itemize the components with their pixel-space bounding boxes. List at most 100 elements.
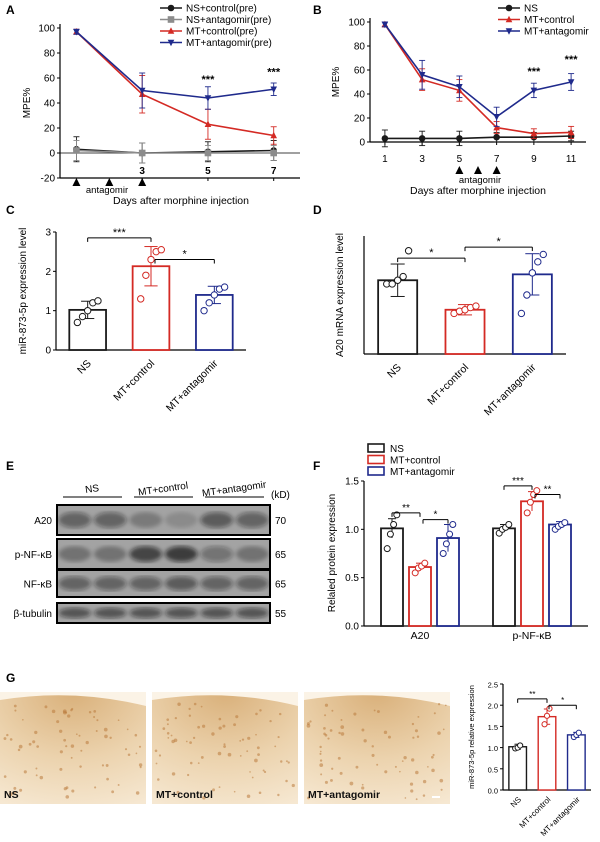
stained-cell <box>105 764 109 767</box>
legend-label: NS+antagomir(pre) <box>186 15 271 26</box>
y-tick-label: 0 <box>359 138 365 149</box>
data-point <box>446 530 454 538</box>
y-tick-label: 100 <box>38 24 55 35</box>
stained-cell <box>222 724 226 728</box>
blot-group-label: MT+antagomir <box>201 479 267 499</box>
stained-cell <box>75 733 78 736</box>
stained-cell <box>361 786 365 790</box>
data-point-1 <box>138 149 146 157</box>
stained-cell <box>371 753 375 757</box>
y-axis-title: miR-873-5p expression level <box>18 228 29 355</box>
stained-cell <box>109 736 112 739</box>
kd-unit-label: (kD) <box>271 490 290 501</box>
stained-cell <box>188 714 192 717</box>
stained-cell <box>331 709 334 712</box>
stained-cell <box>106 777 109 781</box>
stained-cell <box>134 733 138 737</box>
stained-cell <box>431 768 435 773</box>
stained-cell <box>417 715 420 718</box>
significance-mark: *** <box>267 67 281 79</box>
stained-cell <box>373 709 376 712</box>
stained-cell <box>28 742 32 746</box>
group-label: p-NF-κB <box>512 630 551 642</box>
y-tick-label: 40 <box>354 90 366 101</box>
y-tick-label: 0.0 <box>488 787 498 796</box>
stained-cell <box>13 704 17 708</box>
stained-cell <box>255 733 257 736</box>
blot-band <box>93 576 127 591</box>
stained-cell <box>188 707 191 711</box>
category-label: NS <box>509 795 523 809</box>
stained-cell <box>124 748 128 751</box>
blot-band <box>93 546 127 562</box>
y-tick-label: 0 <box>45 346 51 357</box>
group-label: A20 <box>411 630 430 642</box>
stained-cell <box>340 725 345 729</box>
stained-cell <box>403 755 407 760</box>
data-point <box>472 302 480 310</box>
stained-cell <box>223 745 226 748</box>
panel-g-histology: NS MT+control MT+antagomir <box>0 692 450 804</box>
significance-mark: ** <box>529 690 535 699</box>
stained-cell <box>235 715 239 719</box>
stained-cell <box>126 728 129 731</box>
stained-cell <box>197 725 201 729</box>
data-point-3 <box>270 86 277 94</box>
data-point-2 <box>493 114 500 121</box>
blot-group-label: MT+control <box>137 481 188 499</box>
legend-label: NS <box>390 444 404 455</box>
x-tick-label: 9 <box>531 154 537 165</box>
stained-cell <box>262 769 265 772</box>
stained-cell <box>71 789 75 793</box>
x-tick-label: 5 <box>205 166 211 177</box>
data-point-0 <box>493 133 500 141</box>
stained-cell <box>14 709 17 712</box>
stained-cell <box>387 735 391 739</box>
data-point <box>575 729 582 736</box>
stained-cell <box>376 710 380 713</box>
blot-band <box>164 546 198 562</box>
stained-cell <box>324 703 329 707</box>
data-point <box>404 247 413 255</box>
category-label: MT+antagomir <box>164 357 221 414</box>
significance-mark: * <box>183 249 188 261</box>
stained-cell <box>349 781 354 786</box>
legend-marker <box>505 28 513 35</box>
stained-cell <box>427 766 429 768</box>
panel-label-g: G <box>6 671 15 685</box>
significance-mark: *** <box>565 54 579 66</box>
stained-cell <box>95 729 98 732</box>
legend-label: MT+control <box>390 456 440 467</box>
stained-cell <box>186 773 190 777</box>
x-axis-title: Days after morphine injection <box>410 185 546 197</box>
stained-cell <box>200 755 204 759</box>
bar <box>492 527 516 627</box>
stained-cell <box>439 778 444 783</box>
stained-cell <box>431 755 434 759</box>
data-point <box>210 291 219 299</box>
x-axis-title: Days after morphine injection <box>113 195 249 207</box>
stained-cell <box>340 732 345 736</box>
stained-cell <box>355 765 359 769</box>
stained-cell <box>218 717 222 721</box>
data-point <box>533 487 541 495</box>
stained-cell <box>166 718 170 721</box>
tissue-edge <box>0 692 146 706</box>
stained-cell <box>331 767 334 770</box>
y-tick-label: 80 <box>44 49 56 60</box>
y-tick-label: 3 <box>45 228 51 239</box>
stained-cell <box>320 773 323 776</box>
data-point <box>200 306 208 315</box>
data-point <box>393 276 402 284</box>
category-label: MT+control <box>111 358 157 404</box>
data-point <box>541 721 548 728</box>
stained-cell <box>323 727 326 730</box>
data-point <box>442 540 450 548</box>
stained-cell <box>412 736 415 739</box>
y-tick-label: 20 <box>354 114 366 125</box>
x-tick-label: 7 <box>271 166 277 177</box>
category-label: NS <box>385 362 404 381</box>
stained-cell <box>70 756 73 759</box>
stained-cell <box>329 729 333 732</box>
stained-cell <box>269 719 272 723</box>
